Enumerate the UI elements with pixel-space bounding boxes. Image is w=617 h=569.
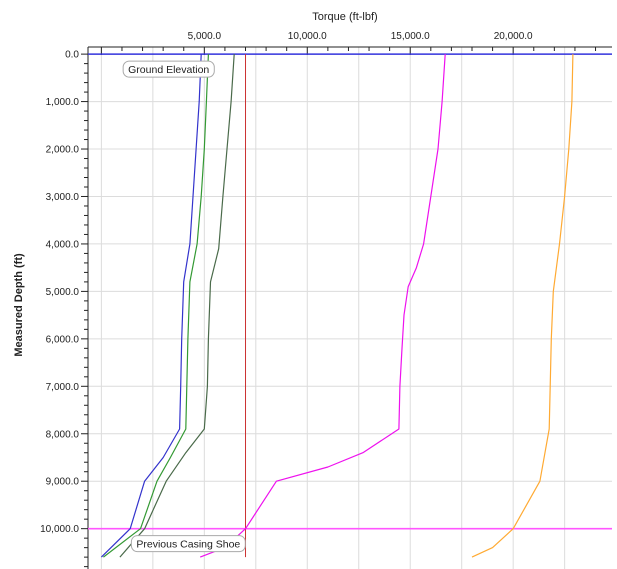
x-tick-label: 15,000.0 [391,31,430,42]
series-line-2 [103,54,209,558]
y-axis-title: Measured Depth (ft) [13,253,25,357]
x-axis-title: Torque (ft-lbf) [312,11,377,23]
y-tick-label: 1,000.0 [46,97,80,108]
series-line-3 [119,54,235,558]
x-tick-label: 10,000.0 [288,31,327,42]
y-tick-label: 0.0 [65,50,79,61]
y-tick-label: 3,000.0 [46,192,80,203]
y-tick-label: 10,000.0 [40,524,79,535]
series-line-4 [199,54,446,558]
x-tick-label: 20,000.0 [494,31,533,42]
y-tick-label: 5,000.0 [46,287,80,298]
y-tick-label: 6,000.0 [46,334,80,345]
reference-lines [88,53,612,558]
annotation-label: Previous Casing Shoe [136,539,240,551]
y-tick-label: 4,000.0 [46,239,80,250]
annotation-ground-elevation: Ground Elevation [122,60,215,78]
y-tick-label: 9,000.0 [46,477,80,488]
axes: 5,000.0 10,000.0 15,000.0 20,000.0 0.0 1,000.… [40,31,612,569]
x-tick-label: 5,000.0 [188,31,222,42]
y-tick-label: 2,000.0 [46,145,80,156]
annotations: Ground Elevation Previous Casing Shoe [122,60,246,553]
series-line-5 [471,54,574,558]
annotation-box [122,60,215,78]
series-line-1 [100,54,202,558]
y-tick-label: 7,000.0 [46,382,80,393]
series-lines [100,54,574,558]
annotation-previous-casing-shoe: Previous Casing Shoe [130,535,246,553]
annotation-box [130,535,246,553]
y-tick-label: 8,000.0 [46,429,80,440]
annotation-label: Ground Elevation [128,64,209,76]
